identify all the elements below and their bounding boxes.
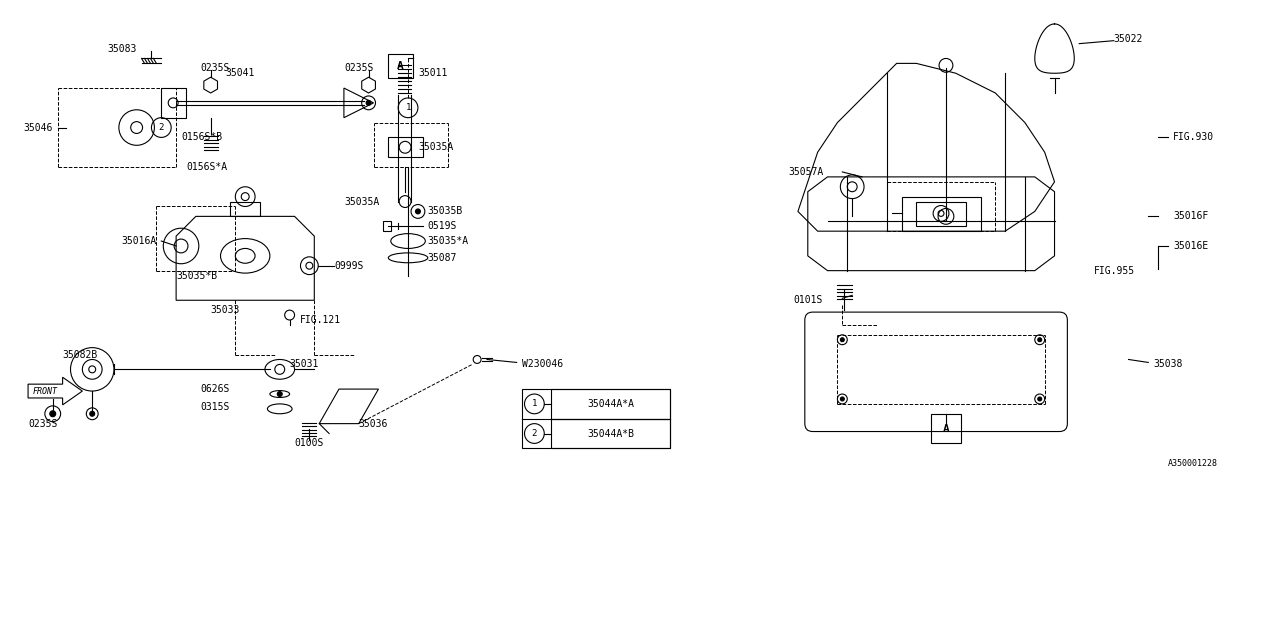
Circle shape: [90, 412, 95, 416]
Text: W230046: W230046: [521, 360, 563, 369]
Text: 2: 2: [531, 429, 538, 438]
Circle shape: [366, 100, 371, 106]
Text: 35035B: 35035B: [428, 207, 463, 216]
Text: A350001228: A350001228: [1169, 459, 1219, 468]
Text: 35035A: 35035A: [344, 196, 379, 207]
Circle shape: [841, 338, 845, 342]
Text: 0100S: 0100S: [294, 438, 324, 449]
Text: 35035*A: 35035*A: [428, 236, 468, 246]
Text: 1: 1: [406, 103, 411, 112]
Text: 35031: 35031: [289, 360, 319, 369]
Text: 0235S: 0235S: [28, 419, 58, 429]
Bar: [521, 389, 669, 448]
Bar: [931, 414, 961, 444]
Text: FIG.930: FIG.930: [1172, 132, 1215, 143]
Text: 2: 2: [159, 123, 164, 132]
Text: 35038: 35038: [1153, 360, 1183, 369]
Text: 1: 1: [531, 399, 538, 408]
Bar: [230, 202, 260, 216]
Text: FRONT: FRONT: [33, 387, 58, 396]
Text: 35016A: 35016A: [122, 236, 157, 246]
Text: 35041: 35041: [225, 68, 255, 78]
Text: 0156S*B: 0156S*B: [180, 132, 223, 143]
Text: 35082B: 35082B: [63, 349, 97, 360]
Text: 0235S: 0235S: [201, 63, 230, 74]
Circle shape: [278, 392, 282, 397]
Text: 0626S: 0626S: [201, 384, 230, 394]
Bar: [916, 202, 965, 226]
Text: 0235S: 0235S: [344, 63, 374, 74]
Text: 35016F: 35016F: [1172, 211, 1208, 221]
Text: FIG.121: FIG.121: [300, 315, 340, 325]
Bar: [161, 88, 186, 118]
Bar: [388, 138, 422, 157]
Text: 35022: 35022: [1114, 34, 1143, 44]
Text: 0315S: 0315S: [201, 402, 230, 412]
Text: 35036: 35036: [358, 419, 388, 429]
Circle shape: [841, 397, 845, 401]
Bar: [552, 389, 669, 419]
Text: 0156S*A: 0156S*A: [186, 162, 227, 172]
Text: A: A: [942, 424, 950, 433]
Circle shape: [416, 209, 420, 214]
Circle shape: [1038, 338, 1042, 342]
Bar: [388, 54, 413, 78]
Text: 35044A*B: 35044A*B: [588, 429, 634, 438]
Text: 35087: 35087: [428, 253, 457, 263]
Text: 35035A: 35035A: [419, 142, 453, 152]
Text: 35033: 35033: [211, 305, 241, 315]
Text: 0519S: 0519S: [428, 221, 457, 231]
Text: FIG.955: FIG.955: [1094, 266, 1135, 276]
Bar: [901, 196, 980, 231]
Bar: [384, 221, 392, 231]
Text: 0101S: 0101S: [794, 295, 822, 305]
Text: 35046: 35046: [23, 122, 52, 132]
Circle shape: [1038, 397, 1042, 401]
Text: A: A: [397, 61, 404, 71]
Text: 35016E: 35016E: [1172, 241, 1208, 251]
Text: 35011: 35011: [419, 68, 447, 78]
Circle shape: [50, 411, 56, 417]
Text: 35057A: 35057A: [788, 167, 823, 177]
Bar: [552, 419, 669, 448]
Text: 35044A*A: 35044A*A: [588, 399, 634, 409]
Text: 35083: 35083: [108, 44, 137, 54]
Text: 0999S: 0999S: [334, 260, 364, 271]
Text: 35035*B: 35035*B: [177, 271, 218, 280]
